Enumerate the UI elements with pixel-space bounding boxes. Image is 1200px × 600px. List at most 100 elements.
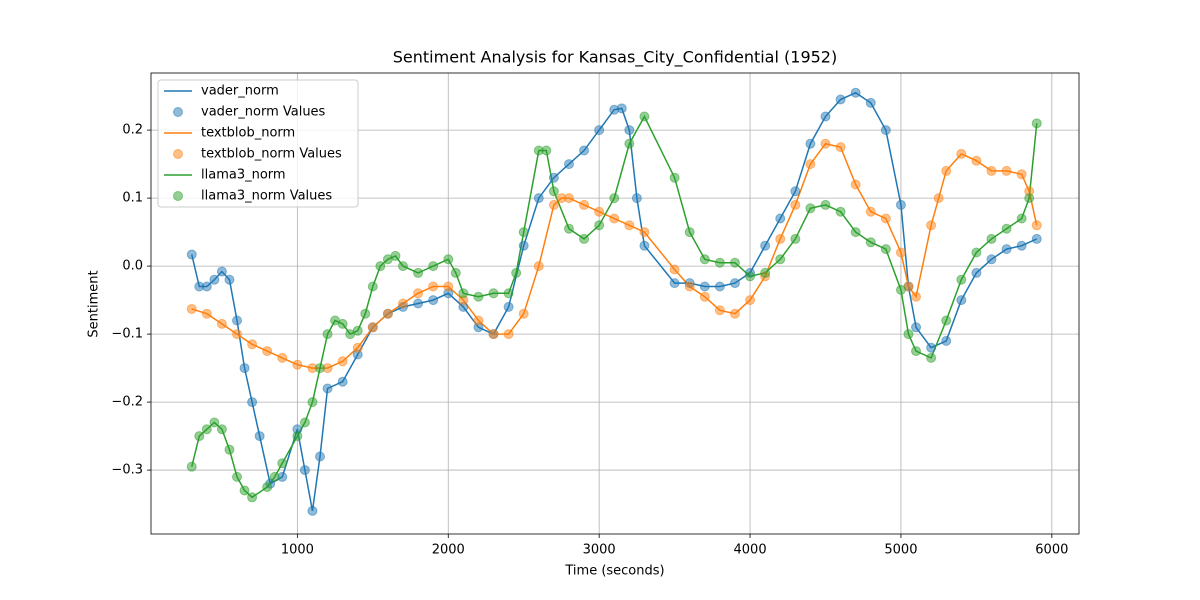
data-point [428,261,439,272]
data-point [895,199,906,210]
y-tick-label: 0.0 [122,259,143,274]
data-point [518,308,529,319]
data-point [850,179,861,190]
data-point [624,125,635,136]
data-point [337,356,348,367]
data-point [820,111,831,122]
data-point [201,308,212,319]
data-point [1001,165,1012,176]
data-point [714,257,725,268]
data-point [262,482,273,493]
data-point [1031,118,1042,129]
data-point [911,322,922,333]
legend: vader_norm vader_norm Values textblob_norm… [157,79,359,208]
data-point [579,233,590,244]
data-point [669,172,680,183]
data-point [1024,193,1035,204]
data-point [397,298,408,309]
data-point [805,159,816,170]
data-point [933,193,944,204]
data-point [563,159,574,170]
data-point [911,291,922,302]
data-point [624,220,635,231]
data-point [277,458,288,469]
data-point [277,352,288,363]
data-point [541,145,552,156]
x-axis-label: Time (seconds) [564,564,664,579]
data-point [880,213,891,224]
data-point [450,267,461,278]
data-point [254,431,265,442]
legend-marker [173,191,183,201]
data-point [895,284,906,295]
data-point [820,199,831,210]
data-point [390,250,401,261]
y-tick-label: 0.1 [122,191,143,206]
data-point [729,257,740,268]
data-point [745,295,756,306]
data-point [971,267,982,278]
data-point [941,315,952,326]
data-point [322,329,333,340]
data-point [684,227,695,238]
data-point [428,281,439,292]
data-point [903,329,914,340]
x-tick-label: 2000 [432,543,465,558]
data-point [760,267,771,278]
x-tick-label: 1000 [281,543,314,558]
y-tick-label: −0.2 [111,395,143,410]
data-point [790,233,801,244]
plot-frame [150,72,1080,535]
data-point [790,186,801,197]
data-point [375,261,386,272]
data-point [262,346,273,357]
data-point [518,240,529,251]
data-point [609,193,620,204]
data-point [639,240,650,251]
data-point [232,329,243,340]
data-point [473,291,484,302]
data-point [548,186,559,197]
data-point [216,424,227,435]
data-point [186,303,197,314]
data-point [956,295,967,306]
data-point [201,424,212,435]
x-tick-label: 3000 [583,543,616,558]
data-point [548,199,559,210]
data-point [714,305,725,316]
data-point [684,281,695,292]
data-point [616,103,627,114]
data-point [865,97,876,108]
x-tick-label: 5000 [884,543,917,558]
data-point [511,267,522,278]
data-point [835,94,846,105]
y-tick-label: −0.3 [111,463,143,478]
data-point [865,237,876,248]
data-point [639,111,650,122]
data-point [986,254,997,265]
data-point [247,397,258,408]
chart-title: Sentiment Analysis for Kansas_City_Confi… [393,48,837,68]
data-point [579,145,590,156]
y-tick-label: −0.1 [111,327,143,342]
data-point [352,325,363,336]
data-point [971,247,982,258]
data-point [1016,213,1027,224]
data-point [533,261,544,272]
data-point [745,271,756,282]
data-point [367,281,378,292]
data-point [1016,169,1027,180]
data-point [850,227,861,238]
data-point [775,254,786,265]
legend-label: llama3_norm Values [201,189,332,204]
data-point [473,315,484,326]
data-point [382,308,393,319]
data-point [563,193,574,204]
data-point [315,451,326,462]
data-point [397,261,408,272]
data-point [790,199,801,210]
data-point [503,288,514,299]
data-point [609,213,620,224]
data-point [805,138,816,149]
